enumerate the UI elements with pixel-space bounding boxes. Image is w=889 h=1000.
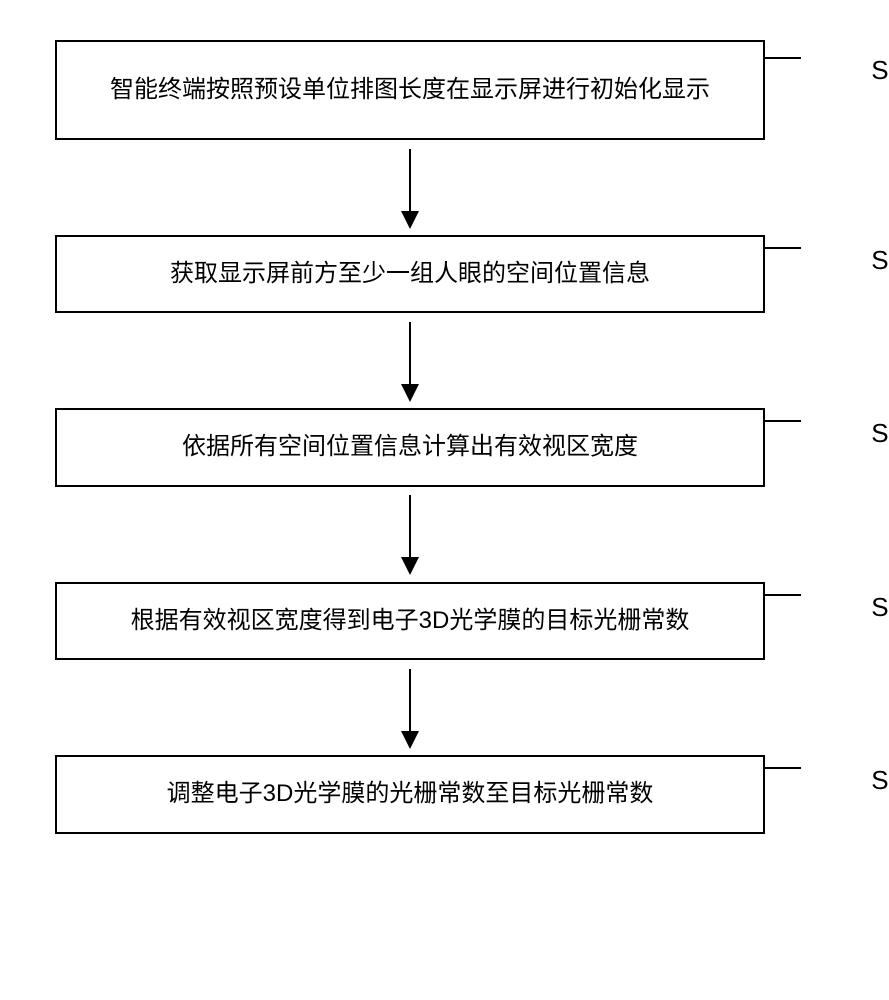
step-text-s4: 根据有效视区宽度得到电子3D光学膜的目标光栅常数 xyxy=(131,602,690,640)
step-box-s4: 根据有效视区宽度得到电子3D光学膜的目标光栅常数 xyxy=(55,582,765,660)
step-label-s1: S1 xyxy=(871,55,889,86)
step-s5-container: 调整电子3D光学膜的光栅常数至目标光栅常数 S5 xyxy=(55,755,835,833)
step-box-s1: 智能终端按照预设单位排图长度在显示屏进行初始化显示 xyxy=(55,40,765,140)
connector-line-s2 xyxy=(763,247,801,249)
step-label-s4: S4 xyxy=(871,592,889,623)
step-box-s2: 获取显示屏前方至少一组人眼的空间位置信息 xyxy=(55,235,765,313)
arrow-line xyxy=(409,322,411,400)
arrow-s3-s4 xyxy=(55,487,765,582)
step-label-s5: S5 xyxy=(871,765,889,796)
step-box-s3: 依据所有空间位置信息计算出有效视区宽度 xyxy=(55,408,765,486)
arrow-s4-s5 xyxy=(55,660,765,755)
flowchart-container: 智能终端按照预设单位排图长度在显示屏进行初始化显示 S1 获取显示屏前方至少一组… xyxy=(55,40,835,834)
step-text-s1: 智能终端按照预设单位排图长度在显示屏进行初始化显示 xyxy=(110,71,710,109)
step-label-s2: S2 xyxy=(871,245,889,276)
step-text-s2: 获取显示屏前方至少一组人眼的空间位置信息 xyxy=(170,255,650,293)
step-box-s5: 调整电子3D光学膜的光栅常数至目标光栅常数 xyxy=(55,755,765,833)
arrow-s1-s2 xyxy=(55,140,765,235)
connector-line-s4 xyxy=(763,594,801,596)
step-s4-container: 根据有效视区宽度得到电子3D光学膜的目标光栅常数 S4 xyxy=(55,582,835,660)
connector-line-s1 xyxy=(763,57,801,59)
step-s2-container: 获取显示屏前方至少一组人眼的空间位置信息 S2 xyxy=(55,235,835,313)
connector-line-s5 xyxy=(763,767,801,769)
step-s3-container: 依据所有空间位置信息计算出有效视区宽度 S3 xyxy=(55,408,835,486)
step-text-s3: 依据所有空间位置信息计算出有效视区宽度 xyxy=(182,428,638,466)
arrow-line xyxy=(409,149,411,227)
step-text-s5: 调整电子3D光学膜的光栅常数至目标光栅常数 xyxy=(167,775,654,813)
connector-line-s3 xyxy=(763,420,801,422)
arrow-s2-s3 xyxy=(55,313,765,408)
step-label-s3: S3 xyxy=(871,418,889,449)
arrow-line xyxy=(409,495,411,573)
step-s1-container: 智能终端按照预设单位排图长度在显示屏进行初始化显示 S1 xyxy=(55,40,835,140)
arrow-line xyxy=(409,669,411,747)
